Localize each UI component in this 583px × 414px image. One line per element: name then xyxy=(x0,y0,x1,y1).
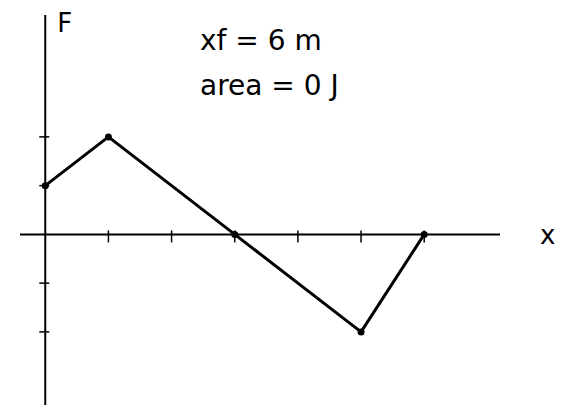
x-tick xyxy=(108,230,110,242)
point xyxy=(231,231,238,238)
annotation: xf = 6 m xyxy=(200,24,322,57)
chart: Fx xf = 6 m area = 0 J xyxy=(0,0,583,414)
plot-area xyxy=(42,133,428,335)
force-line xyxy=(45,137,424,332)
x-tick xyxy=(297,230,299,242)
y-axis xyxy=(44,15,46,405)
y-axis-title: F xyxy=(57,8,72,38)
y-tick xyxy=(39,331,49,333)
x-tick xyxy=(171,230,173,242)
point xyxy=(421,231,428,238)
point xyxy=(358,328,365,335)
point xyxy=(105,133,112,140)
x-tick xyxy=(360,230,362,242)
y-tick xyxy=(39,136,49,138)
x-axis xyxy=(20,233,500,235)
y-tick xyxy=(39,282,49,284)
point xyxy=(42,182,49,189)
annotation: area = 0 J xyxy=(200,69,339,102)
x-axis-title: x xyxy=(540,220,555,250)
